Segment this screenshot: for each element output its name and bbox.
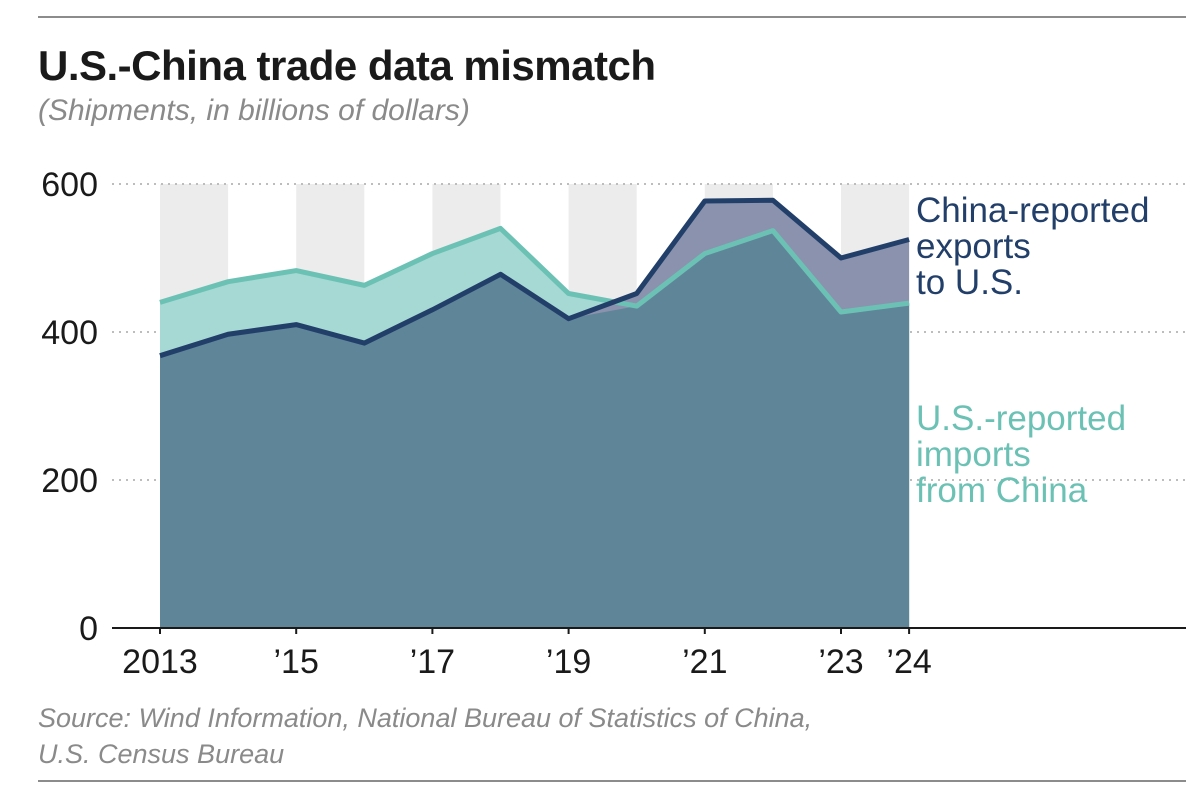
source-line-1: Source: Wind Information, National Burea… [38,703,813,733]
series-lines [159,197,910,359]
chart-title: U.S.-China trade data mismatch [38,42,656,89]
us-series-label-line: from China [916,471,1088,510]
source-line-2: U.S. Census Bureau [38,739,285,769]
y-tick-label: 0 [79,610,98,648]
bottom-rule [38,780,1186,782]
x-tick-label: ’17 [410,643,455,681]
china-series-label-line: exports [916,227,1031,266]
x-tick-label: ’23 [818,643,863,681]
china-series-label-line: to U.S. [916,263,1023,302]
china-series-label-line: China-reported [916,191,1149,230]
area-fills [160,200,910,628]
x-tick-label: ’15 [274,643,319,681]
chart-subtitle: (Shipments, in billions of dollars) [38,94,470,127]
us-reported-line [159,225,910,315]
us-series-label-line: U.S.-reported [916,399,1126,438]
axes: 0 200 400 600 2013 ’15 ’17 ’19 ’21 ’23 ’24 [41,166,1186,681]
top-rule [38,16,1186,18]
x-tick-label: ’21 [682,643,727,681]
y-tick-label: 200 [41,462,98,500]
us-series-label-line: imports [916,435,1031,474]
source-note: Source: Wind Information, National Burea… [38,700,812,772]
x-tick-label: 2013 [122,643,198,681]
overlap-area-fill [160,230,910,628]
x-tick-label: ’19 [546,643,591,681]
y-tick-label: 600 [41,166,98,204]
x-tick-label: ’24 [886,643,931,681]
y-tick-label: 400 [41,314,98,352]
china-reported-line [159,197,910,359]
